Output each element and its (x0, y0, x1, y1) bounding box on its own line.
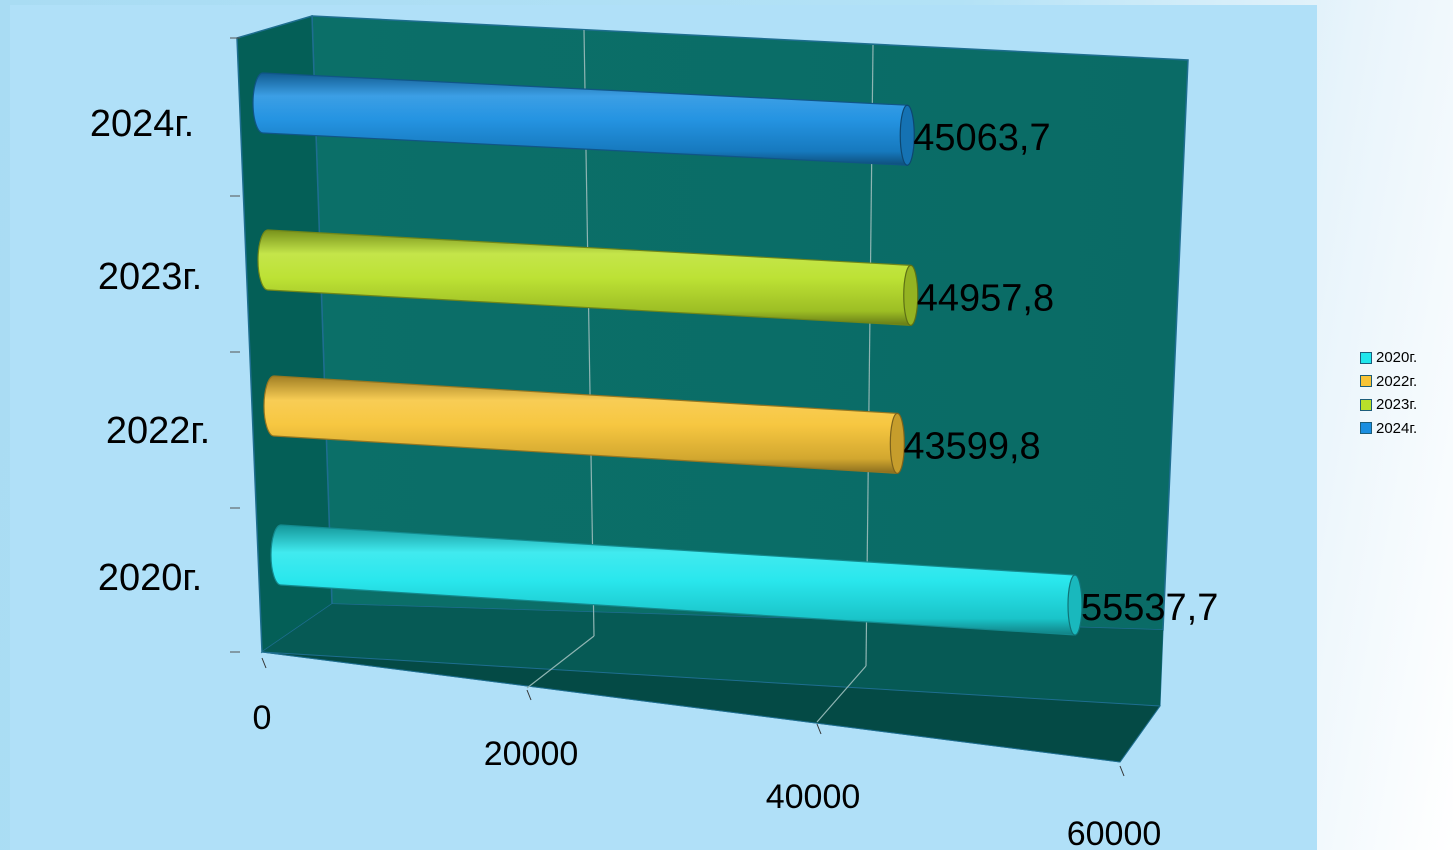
legend-label: 2024г. (1376, 420, 1417, 437)
x-tick-mark (817, 724, 821, 734)
y-tick-label: 2024г. (90, 103, 194, 145)
bar-end-cap (900, 105, 914, 165)
legend-item: 2023г. (1360, 393, 1417, 417)
data-label: 45063,7 (913, 117, 1050, 159)
legend-swatch (1360, 422, 1372, 434)
legend-item: 2022г. (1360, 370, 1417, 394)
legend-swatch (1360, 399, 1372, 411)
legend-item: 2020г. (1360, 346, 1417, 370)
bar-end-cap (890, 413, 904, 473)
x-tick-label: 0 (253, 699, 272, 737)
legend-swatch (1360, 375, 1372, 387)
y-tick-label: 2023г. (98, 256, 202, 298)
y-tick-label: 2020г. (98, 557, 202, 599)
x-tick-mark (1120, 766, 1124, 776)
bar-end-cap (1068, 575, 1082, 635)
legend-label: 2022г. (1376, 373, 1417, 390)
bar-end-cap (904, 265, 918, 325)
data-label: 43599,8 (903, 425, 1040, 467)
x-tick-mark (262, 658, 266, 668)
legend-swatch (1360, 352, 1372, 364)
legend-label: 2023г. (1376, 396, 1417, 413)
data-label: 55537,7 (1081, 587, 1218, 629)
chart-legend: 2020г. 2022г. 2023г. 2024г. (1360, 346, 1417, 440)
x-tick-label: 60000 (1067, 815, 1162, 850)
x-tick-label: 40000 (766, 778, 861, 816)
legend-label: 2020г. (1376, 349, 1417, 366)
x-tick-mark (527, 690, 531, 700)
x-tick-label: 20000 (484, 735, 579, 773)
legend-item: 2024г. (1360, 417, 1417, 441)
y-tick-label: 2022г. (106, 410, 210, 452)
data-label: 44957,8 (917, 277, 1054, 319)
